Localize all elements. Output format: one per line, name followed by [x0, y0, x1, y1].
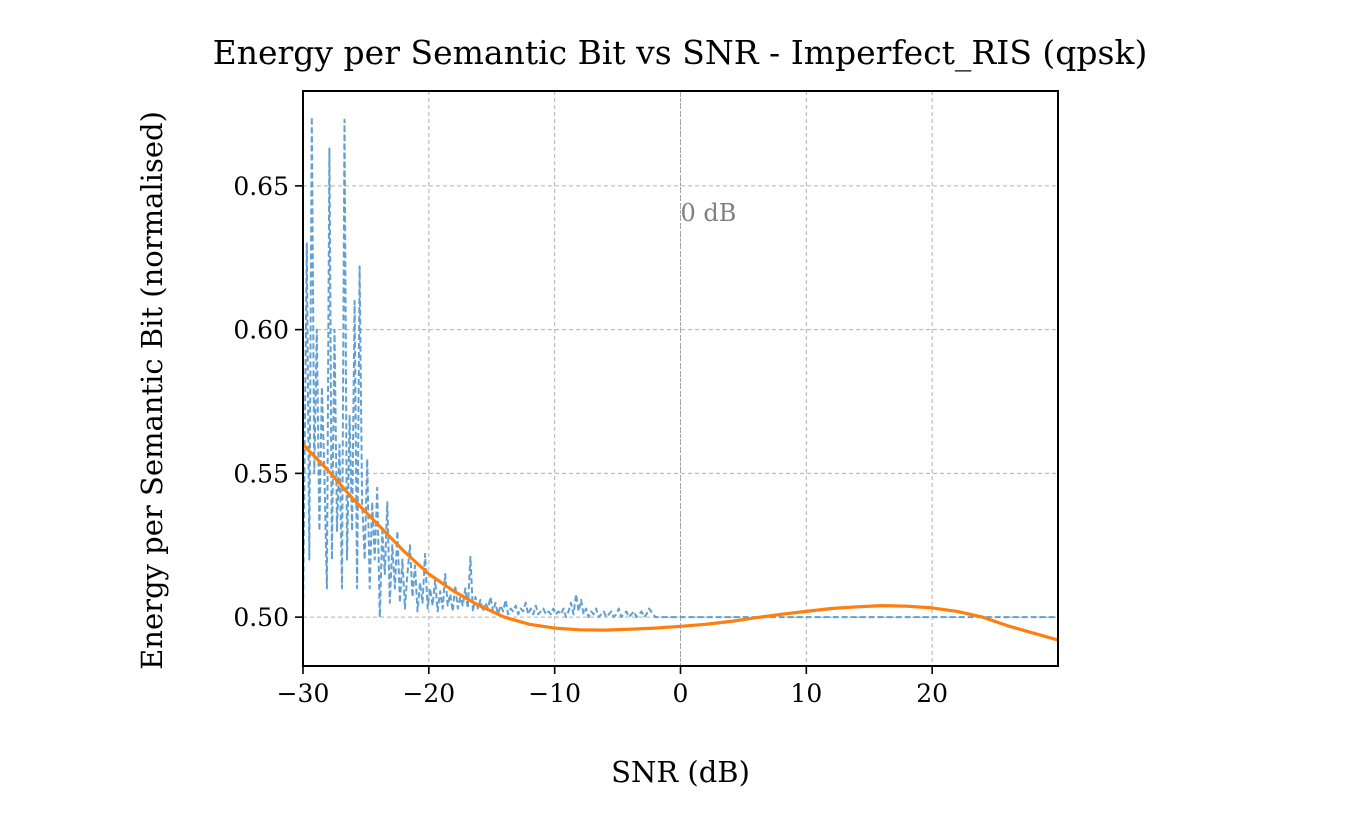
- y-tick-label: 0.55: [233, 459, 289, 488]
- x-tick-label: 0: [673, 679, 689, 708]
- series-line-2: [301, 443, 1059, 642]
- y-axis-label: Energy per Semantic Bit (normalised): [135, 111, 169, 670]
- x-tick-label: 10: [790, 679, 822, 708]
- x-tick-label: −20: [402, 679, 455, 708]
- series-line-1: [302, 115, 1058, 619]
- zero-db-annotation: 0 dB: [681, 199, 737, 227]
- chart-title: Energy per Semantic Bit vs SNR - Imperfe…: [213, 33, 1148, 73]
- x-tick-label: 20: [916, 679, 948, 708]
- x-tick-label: −10: [528, 679, 581, 708]
- y-tick-label: 0.60: [233, 316, 289, 345]
- y-axis-ticks: 0.50 0.55 0.60 0.65: [233, 172, 303, 632]
- x-axis-ticks: −30 −20 −10 0 10 20: [277, 666, 948, 708]
- series-layer: [301, 115, 1059, 642]
- y-tick-label: 0.50: [233, 603, 289, 632]
- y-tick-label: 0.65: [233, 172, 289, 201]
- x-axis-label: SNR (dB): [611, 755, 750, 789]
- x-tick-label: −30: [277, 679, 330, 708]
